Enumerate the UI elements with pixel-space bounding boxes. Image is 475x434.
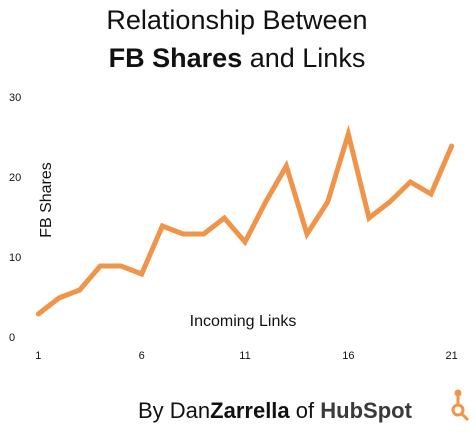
x-tick-label: 1 [35,350,41,362]
data-line [35,124,455,317]
y-axis-label: FB Shares [38,162,55,238]
x-tick-label: 11 [239,350,250,362]
y-tick-label: 0 [9,332,15,344]
y-tick-label: 30 [9,92,21,104]
x-tick-label: 6 [139,350,145,362]
sprocket-spoke [460,412,470,422]
credit-joiner: of [296,398,315,423]
credit-prefix: By Dan [138,398,210,423]
title-rest [242,43,250,73]
chart-title: Relationship Between [106,5,367,35]
chart-title-line2: FB Shares and Links [109,43,366,73]
credit: By DanZarrella of HubSpot [138,398,413,423]
sprocket-ring [451,403,465,417]
title-rest: and Links [250,43,366,73]
brand-sprocket [451,389,470,422]
x-axis-label: Incoming Links [190,313,297,330]
y-tick-label: 10 [9,252,21,264]
y-tick-label: 20 [9,172,21,184]
credit-brand: HubSpot [320,398,412,423]
sprocket-dot [454,389,462,397]
x-tick-label: 21 [446,350,458,362]
title-bold: FB Shares [109,43,243,73]
x-tick-label: 16 [342,350,354,362]
credit-name: Zarrella [210,398,290,423]
